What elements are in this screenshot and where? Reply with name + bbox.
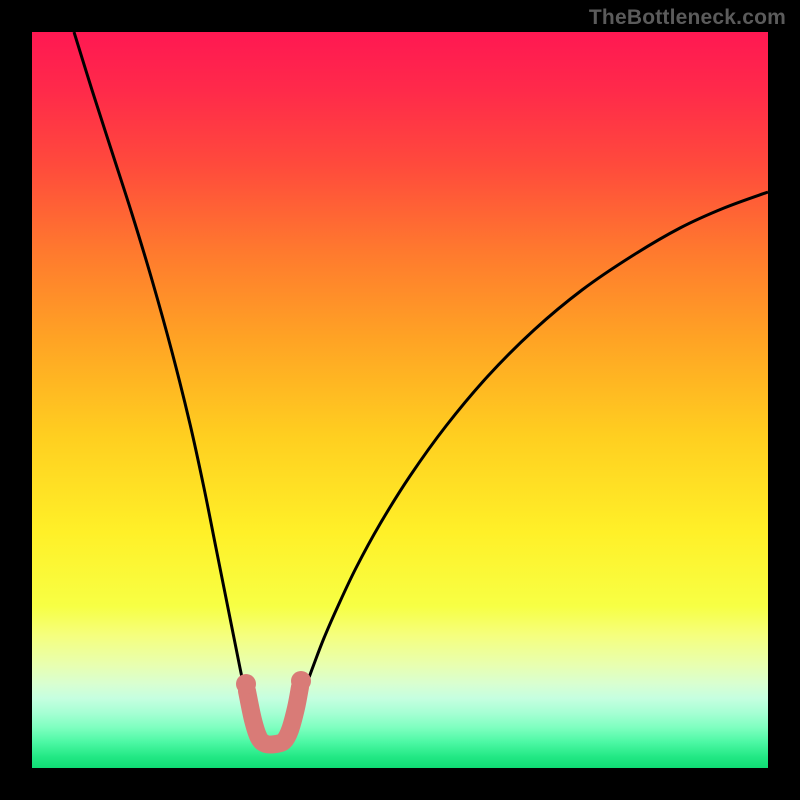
bottleneck-marker-dot-left xyxy=(236,674,256,694)
chart-canvas: TheBottleneck.com xyxy=(0,0,800,800)
curve-right xyxy=(290,192,768,745)
bottleneck-marker-dot-right xyxy=(291,671,311,691)
curve-left xyxy=(74,32,256,745)
plot-area xyxy=(32,32,768,768)
curves-layer xyxy=(32,32,768,768)
watermark-text: TheBottleneck.com xyxy=(589,6,786,30)
bottleneck-marker xyxy=(247,687,300,745)
